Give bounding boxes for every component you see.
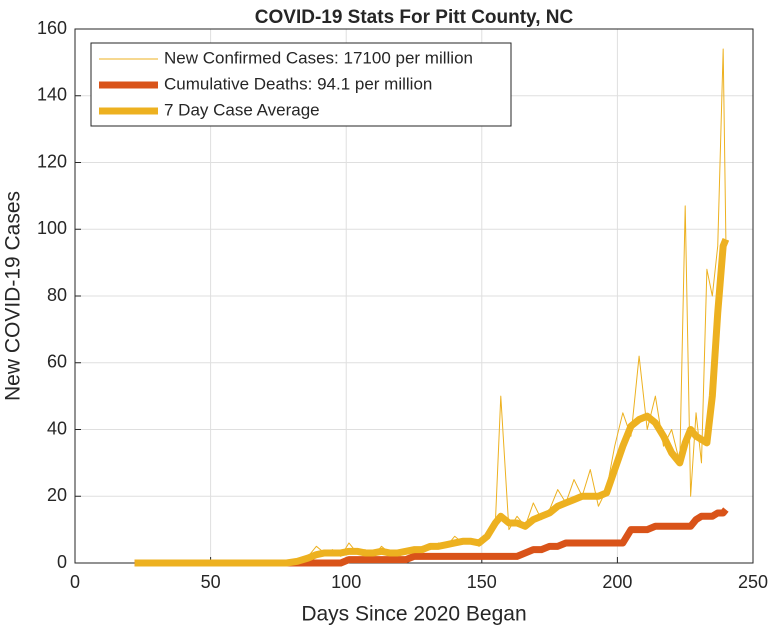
- y-tick-label: 40: [47, 418, 67, 438]
- series-line: [134, 237, 730, 567]
- legend-label: New Confirmed Cases: 17100 per million: [164, 48, 473, 67]
- y-tick-label: 80: [47, 285, 67, 305]
- x-tick-label: 250: [738, 572, 768, 592]
- legend-label: Cumulative Deaths: 94.1 per million: [164, 74, 432, 93]
- y-tick-label: 60: [47, 352, 67, 372]
- chart-title: COVID-19 Stats For Pitt County, NC: [255, 7, 574, 28]
- x-tick-label: 200: [602, 572, 632, 592]
- y-tick-label: 100: [37, 218, 67, 238]
- y-tick-label: 140: [37, 85, 67, 105]
- x-tick-label: 100: [331, 572, 361, 592]
- x-tick-label: 50: [201, 572, 221, 592]
- legend-label: 7 Day Case Average: [164, 100, 320, 119]
- x-tick-label: 0: [70, 572, 80, 592]
- axes-box: [74, 28, 754, 564]
- x-tick-label: 150: [467, 572, 497, 592]
- series-line: [134, 507, 729, 567]
- y-tick-label: 20: [47, 485, 67, 505]
- y-tick-label: 160: [37, 18, 67, 38]
- legend-box: [90, 42, 512, 127]
- x-axis-label: Days Since 2020 Began: [301, 603, 526, 626]
- y-axis-label: New COVID-19 Cases: [2, 191, 25, 401]
- y-tick-label: 120: [37, 151, 67, 171]
- y-tick-label: 0: [57, 552, 67, 572]
